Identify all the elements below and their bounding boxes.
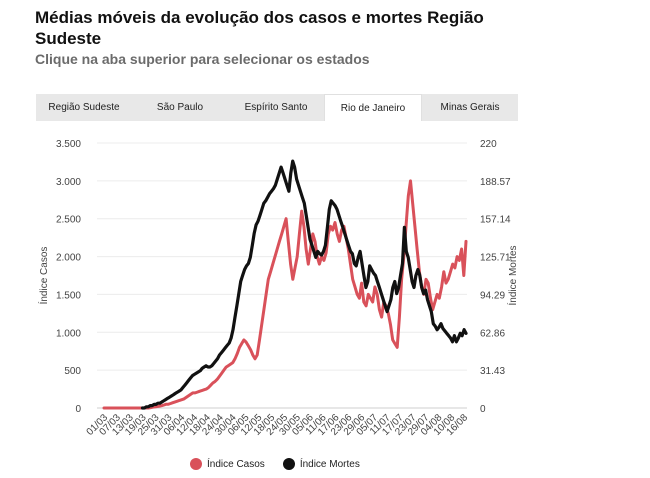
y-tick-left: 1.000 [56,328,81,339]
legend-item-casos[interactable]: Índice Casos [190,458,265,470]
page-subtitle: Clique na aba superior para selecionar o… [35,51,370,67]
line-chart: 0 500 1.000 1.500 2.000 2.500 3.000 3.500 0 31.43… [37,139,519,438]
y-tick-left: 2.500 [56,215,81,226]
tab-minas-gerais[interactable]: Minas Gerais [440,102,500,113]
series-line-mortes [140,159,468,410]
tab-rio-de-janeiro[interactable]: Rio de Janeiro [324,94,422,121]
y-tick-right: 125.71 [480,253,511,264]
state-tabs: Região Sudeste São Paulo Espírito Santo … [36,94,518,121]
y-axis-label-left: Índice Casos [37,247,50,305]
legend-swatch-casos [190,458,202,470]
y-tick-right: 94.29 [480,290,505,301]
y-axis-label-right: Índice Mortes [506,245,519,305]
y-tick-right: 157.14 [480,215,511,226]
legend-label-casos: Índice Casos [207,458,265,470]
y-tick-left: 1.500 [56,290,81,301]
y-tick-right: 220 [480,139,497,150]
y-tick-left: 2.000 [56,253,81,264]
y-tick-left: 3.000 [56,177,81,188]
chart-legend: Índice Casos Índice Mortes [190,458,378,470]
y-tick-right: 0 [480,404,486,415]
y-tick-right: 188.57 [480,177,511,188]
y-tick-left: 500 [64,366,81,377]
y-tick-right: 62.86 [480,328,505,339]
tab-regiao-sudeste[interactable]: Região Sudeste [48,102,120,113]
y-tick-left: 0 [75,404,81,415]
y-tick-left: 3.500 [56,139,81,150]
legend-label-mortes: Índice Mortes [299,458,360,470]
page-title: Médias móveis da evolução dos casos e mo… [35,8,484,48]
tab-espirito-santo[interactable]: Espírito Santo [244,102,308,113]
tab-sao-paulo[interactable]: São Paulo [156,102,204,113]
legend-swatch-mortes [282,458,295,470]
y-tick-right: 31.43 [480,366,505,377]
legend-item-mortes[interactable]: Índice Mortes [282,458,360,470]
